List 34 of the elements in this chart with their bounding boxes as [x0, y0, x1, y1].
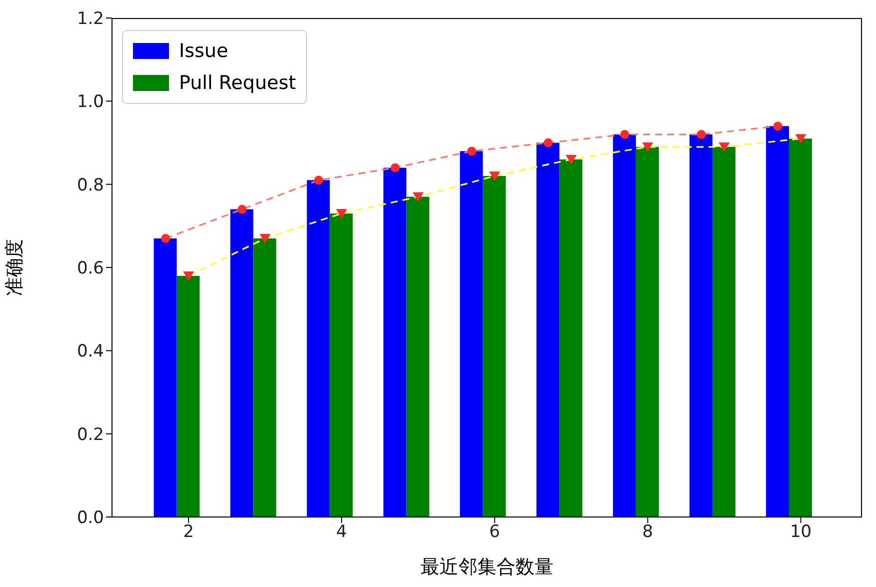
- point: [161, 234, 170, 243]
- point: [412, 192, 424, 202]
- y-tick-label: 1.0: [76, 92, 104, 112]
- y-axis-title: 准确度: [4, 239, 26, 296]
- legend-label: Issue: [179, 39, 228, 64]
- point: [773, 122, 782, 131]
- point: [642, 142, 654, 152]
- point: [314, 176, 324, 185]
- y-tick-label: 0.8: [76, 175, 104, 196]
- x-tick-label: 4: [336, 522, 348, 542]
- point: [566, 154, 577, 164]
- point: [238, 204, 247, 214]
- point: [795, 134, 806, 144]
- x-tick-label: 2: [183, 522, 194, 542]
- point: [260, 234, 271, 244]
- point: [620, 130, 630, 139]
- y-tick-label: 0.0: [76, 508, 104, 528]
- x-tick-label: 6: [489, 522, 500, 542]
- y-tick-label: 0.6: [76, 258, 104, 279]
- point: [696, 130, 706, 139]
- legend-label: Pull Request: [179, 71, 296, 96]
- point: [544, 138, 553, 148]
- y-tick-label: 0.2: [76, 424, 104, 445]
- x-tick-label: 10: [790, 522, 812, 542]
- point: [489, 172, 500, 182]
- point: [718, 142, 730, 152]
- point: [390, 163, 400, 172]
- point: [336, 208, 348, 218]
- y-tick-label: 0.4: [76, 342, 104, 362]
- point: [467, 146, 476, 156]
- x-tick-label: 8: [642, 522, 654, 542]
- x-axis-title: 最近邻集合数量: [420, 556, 554, 578]
- point: [183, 271, 194, 281]
- y-tick-label: 1.2: [76, 9, 104, 30]
